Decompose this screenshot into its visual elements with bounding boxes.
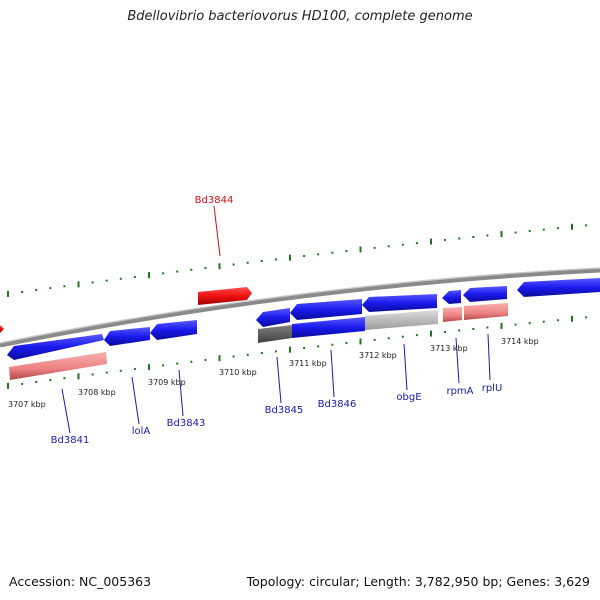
gene-label-rplU[interactable]: rplU [482,383,503,394]
gene-label-Bd3845[interactable]: Bd3845 [265,405,304,416]
kbp-label-3713: 3713 kbp [430,344,468,353]
gene-Bd3841-arrow[interactable] [7,334,104,360]
gene-obgE-arrow[interactable] [362,294,437,312]
gene-Bd3844-arrow[interactable] [198,287,252,305]
lower-strand-genes [9,303,508,380]
leader-Bd3845 [276,356,282,404]
gene-rplU-arrow[interactable] [463,286,507,302]
genome-backbone [0,267,600,348]
genome-backbone-highlight [0,267,600,344]
leader-Bd3843 [178,369,184,417]
gene-label-Bd3841[interactable]: Bd3841 [51,435,90,446]
reverse-gene-rpmA[interactable] [443,307,462,322]
gene-lolA-arrow[interactable] [104,327,150,346]
leader-rpmA [455,337,460,384]
upper-tick-row [7,223,588,297]
gene-label-lolA[interactable]: lolA [132,426,151,437]
gene-rpmA-arrow[interactable] [442,290,461,304]
gene-next-forward-arrow[interactable] [517,278,600,297]
kbp-label-3710: 3710 kbp [219,368,257,377]
leader-Bd3841 [61,388,71,434]
kbp-scale-labels: 3707 kbp 3708 kbp 3709 kbp 3710 kbp 3711… [8,337,539,409]
kbp-label-3712: 3712 kbp [359,351,397,360]
kbp-label-3711: 3711 kbp [289,359,327,368]
lower-tick-row [7,315,588,389]
gene-offscreen-red-arrow[interactable] [0,325,4,333]
leader-Bd3846 [330,349,335,398]
gene-label-obgE[interactable]: obgE [396,392,421,403]
leader-obgE [403,343,408,391]
leader-rplU [487,333,491,381]
reverse-gene-rplU[interactable] [464,303,508,320]
topology-summary: Topology: circular; Length: 3,782,950 bp… [246,574,590,589]
gene-label-Bd3846[interactable]: Bd3846 [318,399,357,410]
gene-label-rpmA[interactable]: rpmA [446,386,473,397]
forward-strand-genes [0,278,600,360]
kbp-label-3709: 3709 kbp [148,378,186,387]
gene-label-Bd3844[interactable]: Bd3844 [195,195,234,206]
gene-Bd3846-lower-block[interactable] [292,317,365,338]
gene-Bd3843-arrow[interactable] [150,320,197,340]
gene-Bd3846-arrow[interactable] [290,299,362,320]
accession-text: Accession: NC_005363 [9,574,152,589]
gene-labels: Bd3841 lolA Bd3843 Bd3844 Bd3845 Bd3846 … [51,195,503,446]
gene-obgE-lower-block[interactable] [365,310,438,330]
gene-Bd3845-dark-block[interactable] [258,325,292,343]
leader-lolA [131,376,140,425]
gene-label-Bd3843[interactable]: Bd3843 [167,418,206,429]
kbp-label-3708: 3708 kbp [78,388,116,397]
map-title: Bdellovibrio bacteriovorus HD100, comple… [127,9,473,24]
gene-Bd3845-arrow[interactable] [256,308,290,327]
kbp-label-3714: 3714 kbp [501,337,539,346]
reverse-gene-Bd3841[interactable] [9,352,107,380]
leader-Bd3844 [213,205,221,257]
gene-leader-lines [61,205,491,434]
kbp-label-3707: 3707 kbp [8,400,46,409]
